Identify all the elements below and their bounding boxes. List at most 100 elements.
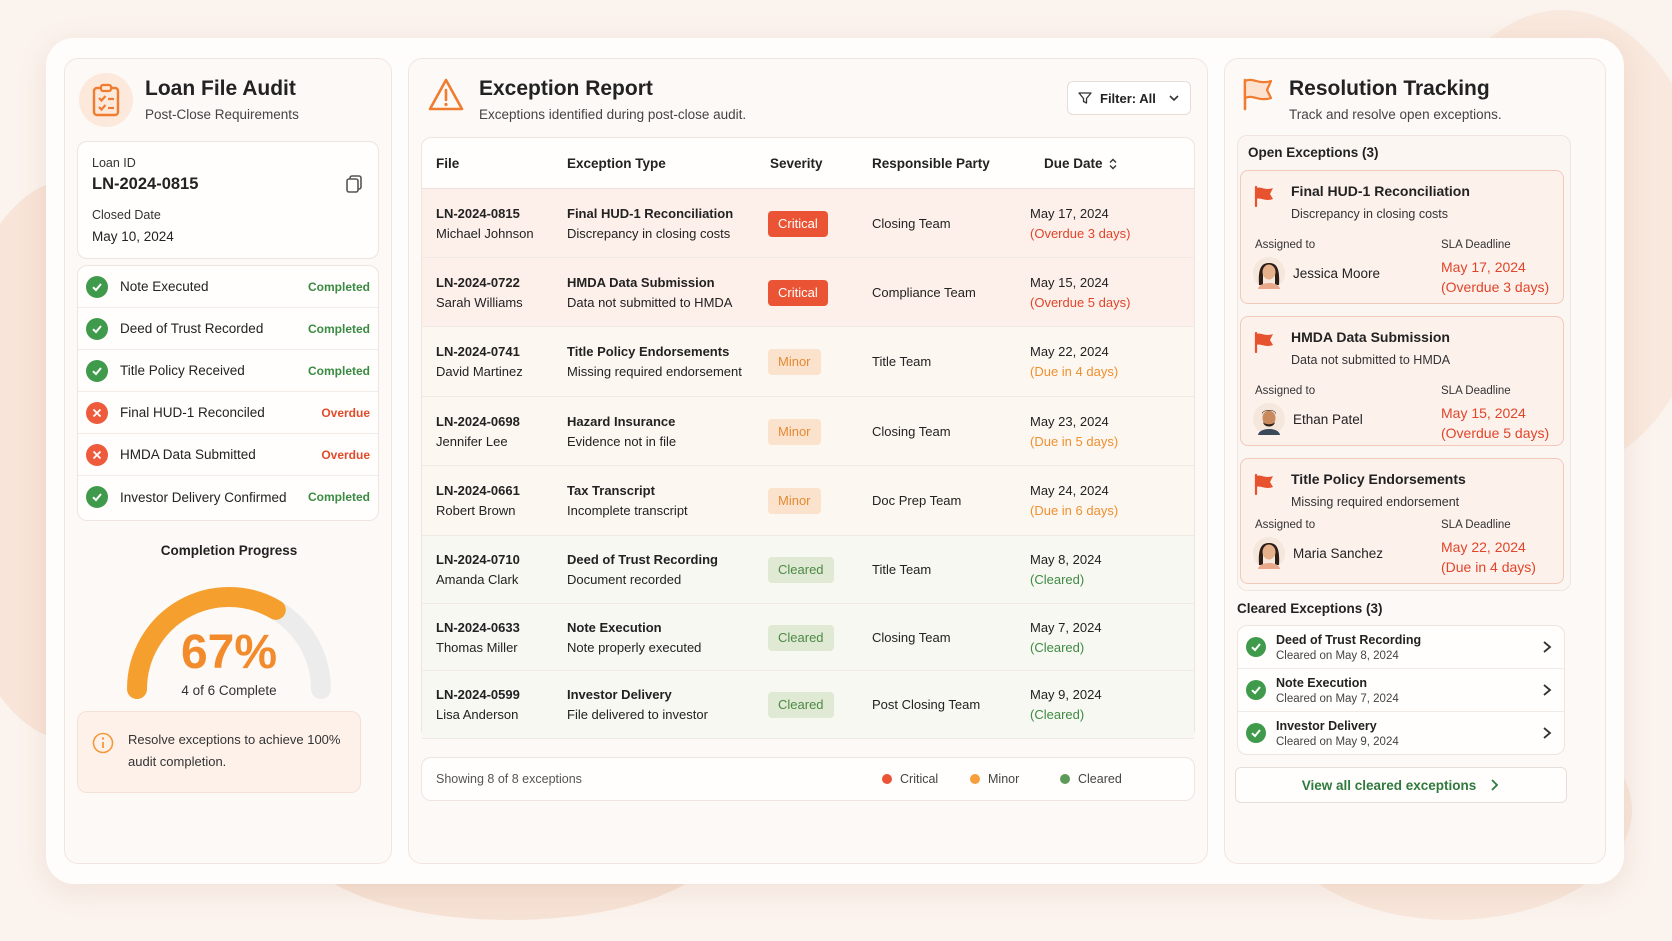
- exception-type-cell: Hazard Insurance Evidence not in file: [567, 412, 676, 452]
- loan-number[interactable]: LN-2024-0633: [436, 620, 520, 635]
- completion-gauge: [127, 587, 331, 699]
- sla-deadline-label: SLA Deadline: [1441, 519, 1511, 531]
- exception-detail: Data not submitted to HMDA: [567, 295, 733, 310]
- checklist-item-status: Completed: [307, 321, 370, 336]
- checklist-item[interactable]: HMDA Data Submitted Overdue: [78, 434, 378, 476]
- sla-deadline: May 15, 2024 (Overdue 5 days): [1441, 403, 1549, 443]
- exception-title: Final HUD-1 Reconciliation: [1291, 183, 1470, 199]
- file-cell: LN-2024-0815 Michael Johnson: [436, 204, 534, 244]
- borrower-name: Jennifer Lee: [436, 434, 508, 449]
- column-header-file[interactable]: File: [436, 156, 460, 171]
- exception-detail: Missing required endorsement: [567, 364, 742, 379]
- chevron-right-icon[interactable]: [1540, 639, 1554, 655]
- severity-badge: Minor: [768, 349, 821, 375]
- checklist-item-label: Title Policy Received: [120, 363, 245, 378]
- exception-type-cell: Investor Delivery File delivered to inves…: [567, 685, 708, 725]
- flag-icon: [1253, 473, 1275, 496]
- progress-summary: 4 of 6 Complete: [181, 683, 277, 698]
- exception-type: Final HUD-1 Reconciliation: [567, 206, 734, 221]
- legend-minor: Minor: [970, 772, 1019, 786]
- assigned-to-label: Assigned to: [1255, 385, 1316, 397]
- loan-number[interactable]: LN-2024-0741: [436, 344, 520, 359]
- cleared-exception-item[interactable]: Deed of Trust Recording Cleared on May 8,…: [1238, 626, 1564, 669]
- due-status: (Cleared): [1030, 707, 1085, 722]
- column-header-due-date[interactable]: Due Date: [1044, 156, 1117, 171]
- checklist-item[interactable]: Investor Delivery Confirmed Completed: [78, 476, 378, 518]
- responsible-party: Post Closing Team: [872, 697, 981, 712]
- filter-label: Filter: All: [1100, 90, 1156, 106]
- assignee-name: Ethan Patel: [1293, 412, 1363, 427]
- checklist-item[interactable]: Final HUD-1 Reconciled Overdue: [78, 392, 378, 434]
- open-exception-card[interactable]: HMDA Data Submission Data not submitted t…: [1240, 316, 1564, 446]
- legend-label: Minor: [988, 772, 1020, 786]
- loan-number[interactable]: LN-2024-0710: [436, 552, 520, 567]
- app-frame: Loan File Audit Post-Close Requirements …: [46, 38, 1624, 884]
- sla-deadline-label: SLA Deadline: [1441, 239, 1511, 251]
- due-date-cell: May 17, 2024 (Overdue 3 days): [1030, 204, 1130, 244]
- column-header-responsible-party[interactable]: Responsible Party: [872, 156, 990, 171]
- exception-type-cell: Deed of Trust Recording Document recorded: [567, 550, 718, 590]
- loan-info-card: Loan ID LN-2024-0815 Closed Date May 10,…: [77, 141, 379, 259]
- warning-icon: [428, 78, 464, 111]
- open-exception-card[interactable]: Title Policy Endorsements Missing require…: [1240, 458, 1564, 584]
- panel-title: Resolution Tracking: [1289, 77, 1490, 100]
- cleared-exception-item[interactable]: Investor Delivery Cleared on May 9, 2024: [1238, 712, 1564, 755]
- avatar: [1253, 537, 1285, 569]
- due-status: (Overdue 5 days): [1030, 295, 1131, 310]
- loan-number[interactable]: LN-2024-0815: [436, 206, 520, 221]
- cleared-exceptions-heading: Cleared Exceptions (3): [1237, 601, 1383, 616]
- exception-type: HMDA Data Submission: [567, 275, 715, 290]
- sla-status: (Overdue 5 days): [1441, 425, 1550, 441]
- progress-title: Completion Progress: [160, 543, 298, 558]
- file-cell: LN-2024-0661 Robert Brown: [436, 481, 520, 521]
- exception-type: Investor Delivery: [567, 687, 672, 702]
- table-row[interactable]: LN-2024-0722 Sarah Williams HMDA Data Subm…: [422, 258, 1194, 327]
- sla-status: (Overdue 3 days): [1441, 279, 1550, 295]
- loan-number[interactable]: LN-2024-0722: [436, 275, 520, 290]
- cleared-exception-date: Cleared on May 9, 2024: [1276, 736, 1399, 748]
- filter-dropdown[interactable]: Filter: All: [1067, 81, 1191, 115]
- table-row[interactable]: LN-2024-0815 Michael Johnson Final HUD-1 R…: [422, 189, 1194, 258]
- due-date: May 9, 2024: [1030, 687, 1102, 702]
- copy-icon[interactable]: [344, 174, 364, 194]
- chevron-right-icon[interactable]: [1540, 725, 1554, 741]
- assignee-name: Jessica Moore: [1293, 266, 1381, 281]
- table-row[interactable]: LN-2024-0661 Robert Brown Tax Transcript In…: [422, 466, 1194, 536]
- checklist-item[interactable]: Title Policy Received Completed: [78, 350, 378, 392]
- table-footer: Showing 8 of 8 exceptions Critical Minor…: [421, 757, 1195, 801]
- column-header-severity[interactable]: Severity: [770, 156, 823, 171]
- chevron-right-icon: [1491, 779, 1499, 791]
- exception-detail: Data not submitted to HMDA: [1291, 353, 1451, 367]
- file-cell: LN-2024-0698 Jennifer Lee: [436, 412, 520, 452]
- sla-deadline: May 22, 2024 (Due in 4 days): [1441, 537, 1536, 577]
- due-status: (Due in 4 days): [1030, 364, 1119, 379]
- table-row[interactable]: LN-2024-0599 Lisa Anderson Investor Delive…: [422, 671, 1194, 739]
- loan-number[interactable]: LN-2024-0599: [436, 687, 520, 702]
- loan-number[interactable]: LN-2024-0698: [436, 414, 520, 429]
- loan-number[interactable]: LN-2024-0661: [436, 483, 520, 498]
- check-circle-icon: [86, 317, 108, 340]
- checklist-item[interactable]: Note Executed Completed: [78, 266, 378, 308]
- cleared-exception-item[interactable]: Note Execution Cleared on May 7, 2024: [1238, 669, 1564, 712]
- responsible-party: Closing Team: [872, 630, 951, 645]
- assigned-to-label: Assigned to: [1255, 239, 1316, 251]
- table-row[interactable]: LN-2024-0633 Thomas Miller Note Execution N…: [422, 604, 1194, 671]
- severity-badge: Cleared: [768, 625, 834, 651]
- table-row[interactable]: LN-2024-0741 David Martinez Title Policy E…: [422, 327, 1194, 397]
- table-row[interactable]: LN-2024-0698 Jennifer Lee Hazard Insurance…: [422, 397, 1194, 466]
- checklist-item[interactable]: Deed of Trust Recorded Completed: [78, 308, 378, 350]
- open-exception-card[interactable]: Final HUD-1 Reconciliation Discrepancy in…: [1240, 170, 1564, 304]
- exception-type-cell: Title Policy Endorsements Missing require…: [567, 342, 742, 382]
- exception-title: HMDA Data Submission: [1291, 329, 1450, 345]
- severity-badge: Cleared: [768, 557, 834, 583]
- column-header-exception-type[interactable]: Exception Type: [567, 156, 666, 171]
- info-icon: [92, 732, 114, 754]
- table-row[interactable]: LN-2024-0710 Amanda Clark Deed of Trust Re…: [422, 536, 1194, 604]
- severity-badge: Cleared: [768, 692, 834, 718]
- chevron-right-icon[interactable]: [1540, 682, 1554, 698]
- avatar: [1253, 403, 1285, 435]
- flag-icon: [1243, 78, 1273, 111]
- view-all-cleared-button[interactable]: View all cleared exceptions: [1235, 767, 1567, 803]
- legend-dot-minor: [970, 774, 980, 784]
- due-date: May 7, 2024: [1030, 620, 1102, 635]
